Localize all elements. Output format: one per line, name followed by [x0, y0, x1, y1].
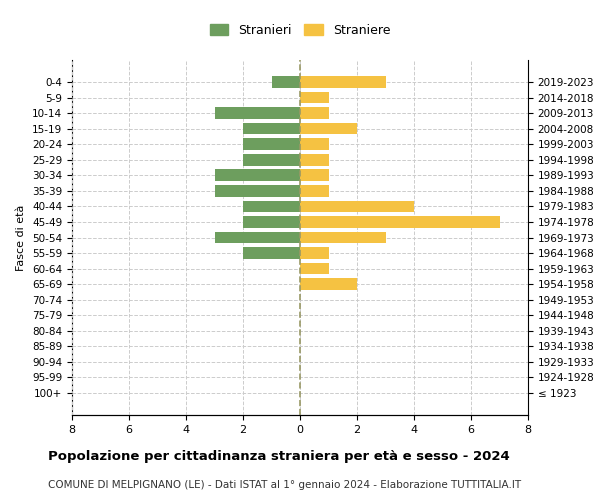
Bar [243, 123, 300, 134]
Bar [300, 200, 414, 212]
Bar [271, 76, 300, 88]
Text: Popolazione per cittadinanza straniera per età e sesso - 2024: Popolazione per cittadinanza straniera p… [48, 450, 510, 463]
Bar [215, 170, 300, 181]
Bar [300, 247, 329, 259]
Bar [243, 216, 300, 228]
Y-axis label: Fasce di età: Fasce di età [16, 204, 26, 270]
Bar [300, 92, 329, 104]
Bar [300, 185, 329, 196]
Bar [300, 278, 357, 290]
Bar [300, 232, 386, 243]
Bar [300, 263, 329, 274]
Bar [215, 107, 300, 119]
Bar [300, 170, 329, 181]
Bar [215, 232, 300, 243]
Bar [300, 107, 329, 119]
Bar [300, 154, 329, 166]
Bar [243, 138, 300, 150]
Bar [215, 185, 300, 196]
Bar [300, 123, 357, 134]
Bar [300, 216, 499, 228]
Bar [243, 247, 300, 259]
Legend: Stranieri, Straniere: Stranieri, Straniere [206, 20, 394, 40]
Bar [300, 138, 329, 150]
Bar [300, 76, 386, 88]
Bar [243, 200, 300, 212]
Text: COMUNE DI MELPIGNANO (LE) - Dati ISTAT al 1° gennaio 2024 - Elaborazione TUTTITA: COMUNE DI MELPIGNANO (LE) - Dati ISTAT a… [48, 480, 521, 490]
Bar [243, 154, 300, 166]
